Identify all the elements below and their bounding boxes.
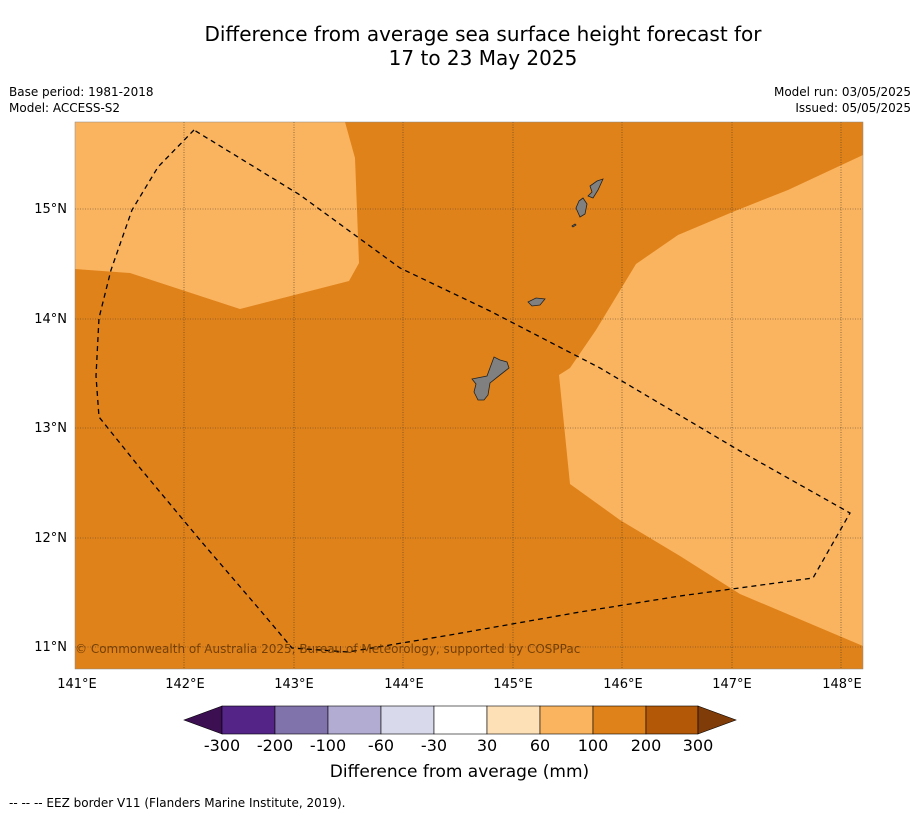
island-rota <box>527 297 546 307</box>
copyright-text: © Commonwealth of Australia 2025, Bureau… <box>75 642 580 656</box>
cbar-tick-0: -300 <box>204 736 240 755</box>
map-frame <box>74 121 864 670</box>
base-period: Base period: 1981-2018 <box>9 85 154 99</box>
model-name: Model: ACCESS-S2 <box>9 101 121 115</box>
anomaly-band-60-100-northwest <box>75 122 359 309</box>
lon-tick-146: 146°E <box>603 677 643 692</box>
cbar-tick-1: -200 <box>257 736 293 755</box>
colorbar <box>183 705 737 735</box>
meta-right: Model run: 03/05/2025 Issued: 05/05/2025 <box>774 84 911 116</box>
map-title: Difference from average sea surface heig… <box>0 22 919 70</box>
lon-tick-144: 144°E <box>384 677 424 692</box>
model-run: Model run: 03/05/2025 <box>773 85 911 99</box>
lon-tick-141: 141°E <box>57 677 97 692</box>
eez-footnote: -- -- -- EEZ border V11 (Flanders Marine… <box>9 796 346 810</box>
cbar-tick-7: 100 <box>578 736 609 755</box>
colorbar-bin-3 <box>327 705 382 735</box>
colorbar-title: Difference from average (mm) <box>329 762 590 782</box>
island-guam <box>471 356 510 401</box>
lon-tick-labels: 141°E 142°E 143°E 144°E 145°E 146°E 147°… <box>57 677 862 692</box>
meta-left: Base period: 1981-2018 Model: ACCESS-S2 <box>9 84 154 116</box>
colorbar-extend-low <box>183 705 223 735</box>
cbar-tick-4: -30 <box>421 736 447 755</box>
island-saipan <box>587 178 604 199</box>
eez-border <box>95 129 851 653</box>
lat-tick-11: 11°N <box>34 640 67 655</box>
lat-tick-12: 12°N <box>34 531 67 546</box>
island-aguijan <box>571 223 577 228</box>
colorbar-bin-2 <box>274 705 329 735</box>
title-line-1: Difference from average sea surface heig… <box>204 22 762 46</box>
lon-tick-142: 142°E <box>165 677 205 692</box>
lat-tick-13: 13°N <box>34 421 67 436</box>
title-line-2: 17 to 23 May 2025 <box>388 46 578 70</box>
cbar-tick-2: -100 <box>310 736 346 755</box>
colorbar-bin-5 <box>433 705 488 735</box>
anomaly-band-60-100-east <box>559 155 863 646</box>
colorbar-extend-high <box>697 705 737 735</box>
lon-tick-143: 143°E <box>274 677 314 692</box>
land-islands <box>471 178 604 401</box>
colorbar-bin-1 <box>221 705 276 735</box>
gridlines <box>75 122 863 669</box>
colorbar-bin-6 <box>486 705 541 735</box>
lat-tick-15: 15°N <box>34 202 67 217</box>
cbar-tick-5: 30 <box>477 736 497 755</box>
lon-tick-147: 147°E <box>712 677 752 692</box>
colorbar-bin-8 <box>592 705 647 735</box>
lat-tick-labels: 15°N 14°N 13°N 12°N 11°N <box>34 202 67 655</box>
lon-tick-148: 148°E <box>822 677 862 692</box>
colorbar-tick-labels: -300 -200 -100 -60 -30 30 60 100 200 300 <box>204 736 713 755</box>
cbar-tick-6: 60 <box>530 736 550 755</box>
colorbar-bin-4 <box>380 705 435 735</box>
map-area: © Commonwealth of Australia 2025, Bureau… <box>75 122 863 669</box>
island-tinian <box>575 197 588 218</box>
colorbar-bin-9 <box>645 705 699 735</box>
cbar-tick-8: 200 <box>631 736 662 755</box>
cbar-tick-9: 300 <box>683 736 714 755</box>
lat-tick-14: 14°N <box>34 312 67 327</box>
cbar-tick-3: -60 <box>368 736 394 755</box>
issued-date: Issued: 05/05/2025 <box>795 101 911 115</box>
colorbar-bin-7 <box>539 705 594 735</box>
lon-tick-145: 145°E <box>493 677 533 692</box>
